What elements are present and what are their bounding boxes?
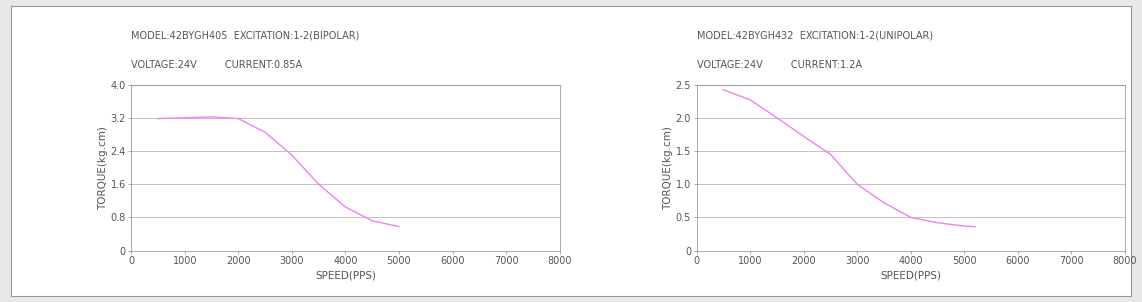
X-axis label: SPEED(PPS): SPEED(PPS) [315,270,376,280]
Y-axis label: TORQUE(kg.cm): TORQUE(kg.cm) [662,126,673,210]
Text: MODEL:42BYGH405  EXCITATION:1-2(BIPOLAR): MODEL:42BYGH405 EXCITATION:1-2(BIPOLAR) [131,30,360,40]
Text: VOLTAGE:24V         CURRENT:1.2A: VOLTAGE:24V CURRENT:1.2A [697,60,861,70]
X-axis label: SPEED(PPS): SPEED(PPS) [880,270,941,280]
Text: MODEL:42BYGH432  EXCITATION:1-2(UNIPOLAR): MODEL:42BYGH432 EXCITATION:1-2(UNIPOLAR) [697,30,933,40]
Y-axis label: TORQUE(kg.cm): TORQUE(kg.cm) [97,126,107,210]
Text: VOLTAGE:24V         CURRENT:0.85A: VOLTAGE:24V CURRENT:0.85A [131,60,303,70]
